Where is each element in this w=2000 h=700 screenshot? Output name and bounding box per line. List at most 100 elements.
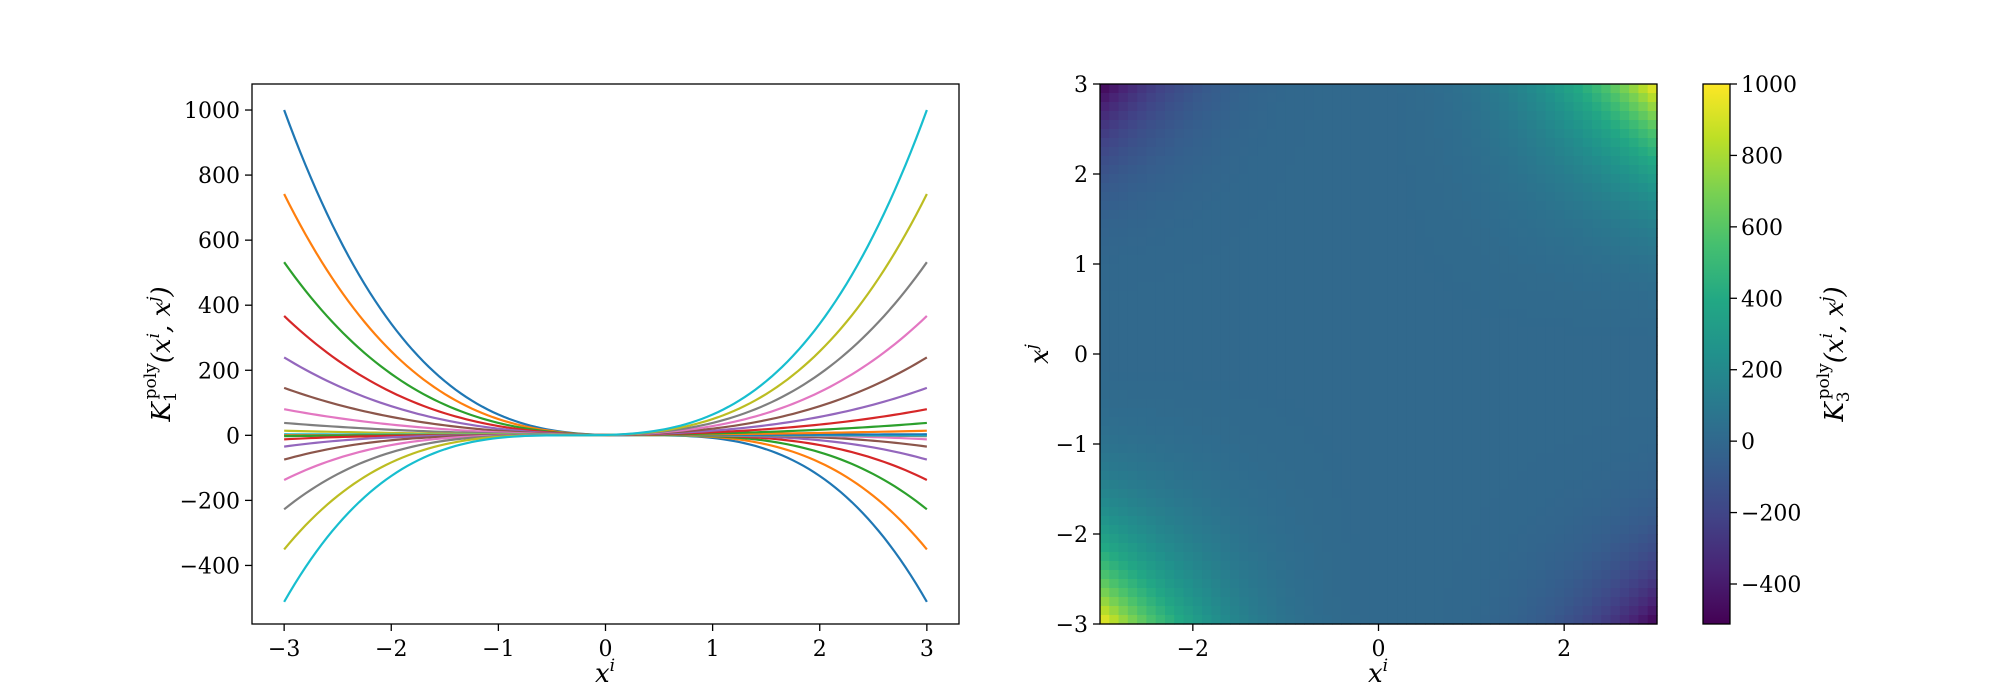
heatmap-cell bbox=[1109, 201, 1120, 211]
heatmap-cell bbox=[1127, 345, 1138, 355]
heatmap-cell bbox=[1276, 102, 1287, 112]
heatmap-cell bbox=[1647, 228, 1658, 238]
heatmap-cell bbox=[1146, 543, 1157, 553]
heatmap-cell bbox=[1573, 435, 1584, 445]
heatmap-cell bbox=[1109, 102, 1120, 112]
heatmap-cell bbox=[1359, 345, 1370, 355]
heatmap-cell bbox=[1378, 273, 1389, 283]
heatmap-cell bbox=[1100, 219, 1110, 229]
heatmap-cell bbox=[1629, 372, 1640, 382]
heatmap-cell bbox=[1341, 228, 1352, 238]
heatmap-cell bbox=[1155, 309, 1166, 319]
heatmap-cell bbox=[1220, 543, 1231, 553]
heatmap-cell bbox=[1508, 435, 1519, 445]
heatmap-cell bbox=[1554, 354, 1565, 364]
heatmap-cell bbox=[1341, 453, 1352, 463]
heatmap-cell bbox=[1601, 381, 1612, 391]
heatmap-cell bbox=[1471, 147, 1482, 157]
heatmap-cell bbox=[1499, 480, 1510, 490]
heatmap-cell bbox=[1239, 579, 1250, 589]
heatmap-cell bbox=[1489, 192, 1500, 202]
heatmap-cell bbox=[1554, 264, 1565, 274]
heatmap-cell bbox=[1536, 372, 1547, 382]
heatmap-cell bbox=[1276, 606, 1287, 616]
heatmap-cell bbox=[1322, 462, 1333, 472]
heatmap-cell bbox=[1573, 606, 1584, 616]
heatmap-cell bbox=[1332, 381, 1342, 391]
heatmap-cell bbox=[1443, 273, 1454, 283]
heatmap-cell bbox=[1239, 408, 1250, 418]
heatmap-cell bbox=[1424, 462, 1435, 472]
heatmap-cell bbox=[1378, 579, 1389, 589]
heatmap-cell bbox=[1397, 525, 1407, 535]
heatmap-cell bbox=[1471, 93, 1482, 103]
heatmap-cell bbox=[1211, 246, 1222, 256]
heatmap-cell bbox=[1127, 300, 1138, 310]
heatmap-cell bbox=[1137, 228, 1148, 238]
heatmap-cell bbox=[1127, 417, 1138, 427]
heatmap-cell bbox=[1109, 444, 1120, 454]
heatmap-cell bbox=[1127, 165, 1138, 175]
heatmap-cell bbox=[1332, 219, 1342, 229]
heatmap-cell bbox=[1313, 507, 1324, 517]
heatmap-cell bbox=[1239, 93, 1250, 103]
heatmap-cell bbox=[1257, 327, 1268, 337]
heatmap-cell bbox=[1304, 471, 1315, 481]
heatmap-cell bbox=[1239, 147, 1250, 157]
heatmap-cell bbox=[1471, 156, 1482, 166]
heatmap-cell bbox=[1424, 129, 1435, 139]
heatmap-cell bbox=[1257, 237, 1268, 247]
heatmap-cell bbox=[1527, 282, 1537, 292]
heatmap-cell bbox=[1517, 102, 1528, 112]
heatmap-cell bbox=[1415, 219, 1426, 229]
heatmap-cell bbox=[1202, 381, 1212, 391]
heatmap-cell bbox=[1304, 282, 1315, 292]
heatmap-cell bbox=[1322, 435, 1333, 445]
heatmap-cell bbox=[1397, 363, 1407, 373]
heatmap-cell bbox=[1109, 471, 1120, 481]
heatmap-cell bbox=[1137, 507, 1148, 517]
heatmap-cell bbox=[1146, 165, 1157, 175]
heatmap-cell bbox=[1489, 156, 1500, 166]
heatmap-cell bbox=[1582, 237, 1593, 247]
heatmap-cell bbox=[1267, 273, 1277, 283]
heatmap-cell bbox=[1406, 381, 1417, 391]
heatmap-cell bbox=[1109, 525, 1120, 535]
heatmap-cell bbox=[1155, 354, 1166, 364]
heatmap-cell bbox=[1267, 462, 1277, 472]
heatmap-cell bbox=[1434, 354, 1445, 364]
heatmap-cell bbox=[1294, 597, 1305, 607]
heatmap-cell bbox=[1554, 237, 1565, 247]
heatmap-cell bbox=[1155, 228, 1166, 238]
heatmap-cell bbox=[1229, 264, 1240, 274]
heatmap-cell bbox=[1424, 300, 1435, 310]
heatmap-cell bbox=[1480, 399, 1491, 409]
heatmap-cell bbox=[1536, 534, 1547, 544]
heatmap-cell bbox=[1424, 183, 1435, 193]
heatmap-cell bbox=[1508, 534, 1519, 544]
heatmap-cell bbox=[1554, 462, 1565, 472]
heatmap-cell bbox=[1285, 84, 1296, 94]
heatmap-cell bbox=[1480, 570, 1491, 580]
heatmap-cell bbox=[1202, 300, 1212, 310]
heatmap-cell bbox=[1285, 300, 1296, 310]
heatmap-cell bbox=[1202, 552, 1212, 562]
heatmap-cell bbox=[1155, 408, 1166, 418]
heatmap-cell bbox=[1276, 471, 1287, 481]
heatmap-cell bbox=[1378, 426, 1389, 436]
heatmap-cell bbox=[1257, 354, 1268, 364]
heatmap-cell bbox=[1304, 498, 1315, 508]
heatmap-cell bbox=[1582, 552, 1593, 562]
heatmap-cell bbox=[1462, 435, 1472, 445]
heatmap-cell bbox=[1489, 120, 1500, 130]
heatmap-cell bbox=[1647, 156, 1658, 166]
heatmap-cell bbox=[1406, 588, 1417, 598]
heatmap-cell bbox=[1647, 597, 1658, 607]
heatmap-cell bbox=[1294, 183, 1305, 193]
heatmap-cell bbox=[1582, 138, 1593, 148]
heatmap-cell bbox=[1267, 579, 1277, 589]
heatmap-cell bbox=[1118, 426, 1129, 436]
heatmap-cell bbox=[1322, 129, 1333, 139]
heatmap-cell bbox=[1239, 120, 1250, 130]
heatmap-cell bbox=[1332, 435, 1342, 445]
